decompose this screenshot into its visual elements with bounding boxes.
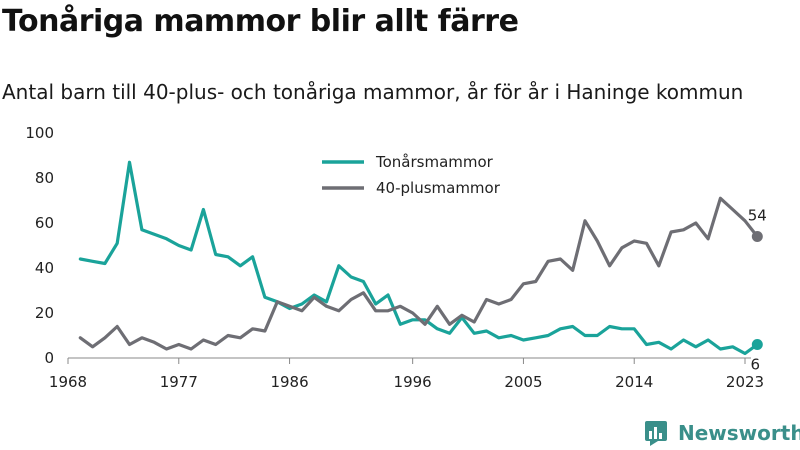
y-tick-label: 80: [35, 169, 54, 187]
y-tick-label: 20: [35, 304, 54, 322]
x-tick-label: 1996: [394, 373, 432, 391]
x-tick-label: 2023: [726, 373, 764, 391]
newsworthy-logo-icon: [645, 421, 667, 446]
end-point-marker: [751, 231, 763, 242]
x-tick-label: 1968: [49, 373, 87, 391]
x-tick-label: 1977: [160, 373, 198, 391]
end-label: 54: [748, 207, 767, 225]
legend-label: 40-plusmammor: [376, 179, 501, 197]
legend-label: Tonårsmammor: [375, 153, 494, 171]
chart-title: Tonåriga mammor blir allt färre: [2, 4, 519, 39]
end-label: 6: [751, 356, 761, 374]
series-line: [78, 196, 759, 351]
x-tick-label: 2014: [615, 373, 653, 391]
y-tick-label: 100: [25, 124, 54, 142]
chart-subtitle: Antal barn till 40-plus- och tonåriga ma…: [2, 80, 744, 104]
y-tick-label: 60: [35, 214, 54, 232]
x-tick-label: 1986: [270, 373, 308, 391]
x-tick-label: 2005: [504, 373, 542, 391]
brand-name: Newsworthy: [678, 421, 800, 445]
end-point-marker: [751, 339, 763, 350]
brand-logo: Newsworthy: [644, 420, 800, 446]
y-tick-label: 0: [44, 349, 54, 367]
y-tick-label: 40: [35, 259, 54, 277]
